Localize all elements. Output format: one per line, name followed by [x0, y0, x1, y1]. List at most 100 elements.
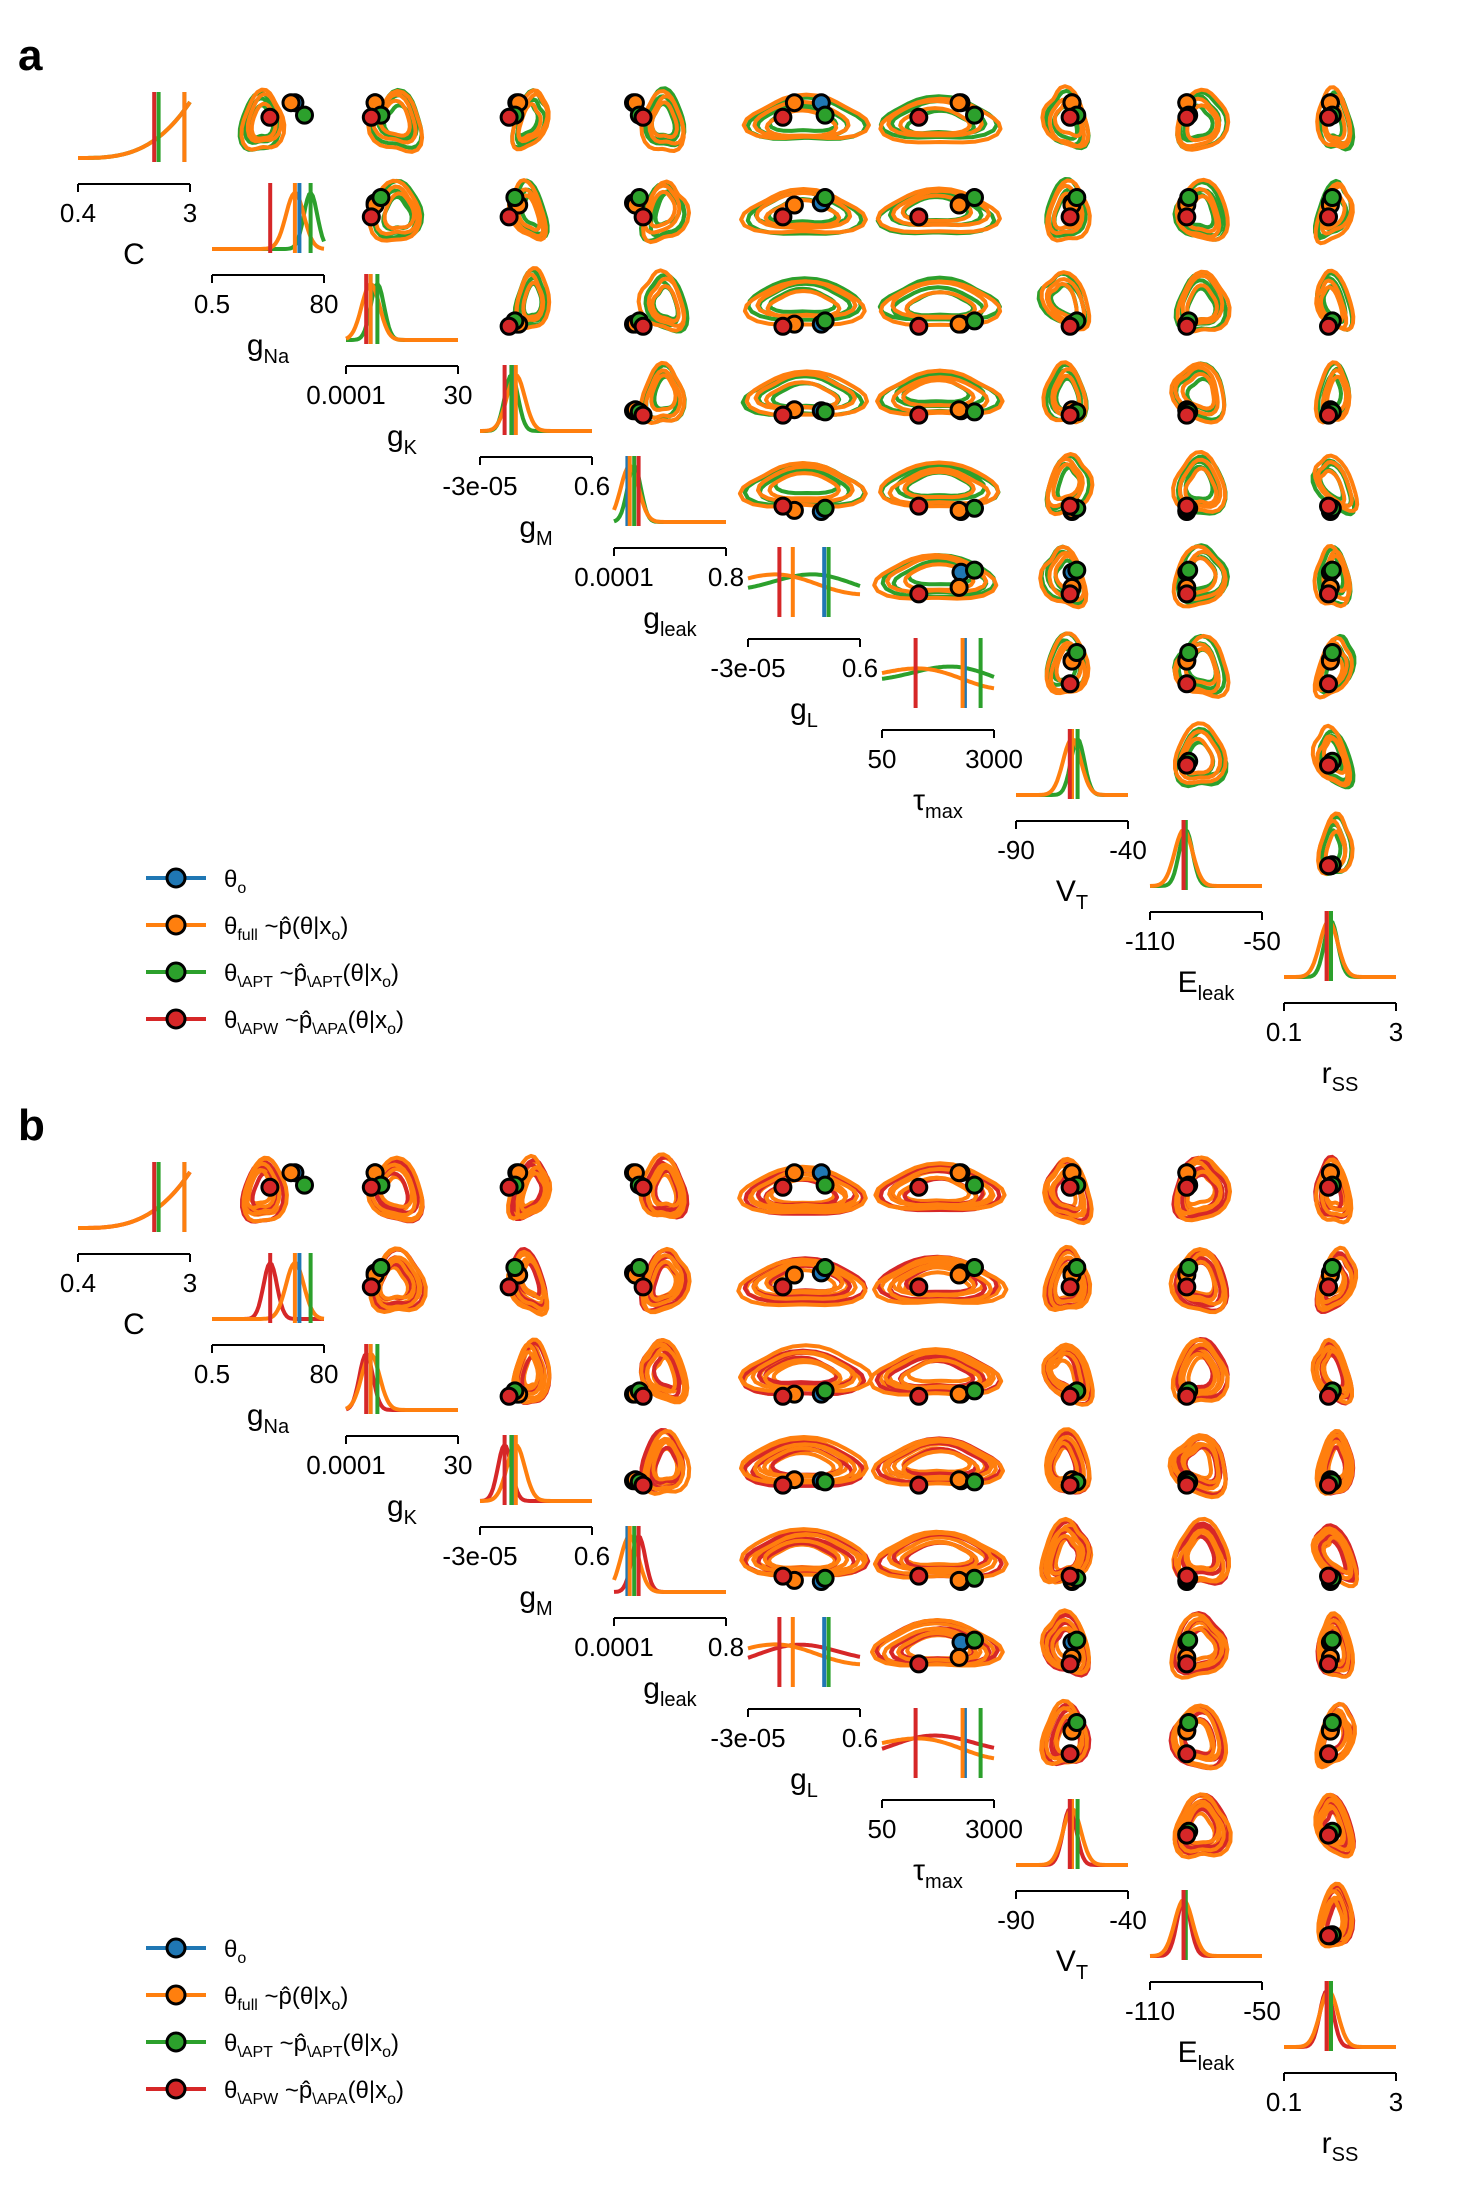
- contour-full: [1315, 268, 1356, 332]
- panel-letter-b: b: [18, 1101, 45, 1150]
- tick-label-min-4: 0.0001: [574, 1632, 654, 1662]
- point-apw: [1319, 1926, 1338, 1946]
- point-apw: [633, 107, 653, 127]
- pair-cell-6-8: [1168, 1703, 1229, 1771]
- point-apt: [1179, 188, 1199, 207]
- pair-cell-0-2: [361, 87, 425, 154]
- param-label-1: gNa: [247, 1399, 290, 1438]
- point-apw: [1177, 107, 1197, 127]
- contour-full: [245, 92, 284, 144]
- point-apw: [909, 405, 929, 425]
- marginal-curve-full: [480, 372, 592, 433]
- contour-full: [762, 1538, 842, 1571]
- point-full: [949, 1470, 969, 1490]
- legend-marker-apw: [165, 2078, 187, 2100]
- pair-cell-2-6: [868, 1347, 1004, 1406]
- point-full: [949, 1265, 969, 1285]
- point-apt: [815, 498, 835, 518]
- pair-cell-6-9: [1314, 1701, 1357, 1770]
- tick-label-min-4: 0.0001: [574, 562, 654, 592]
- marginal-curve-apw: [345, 1351, 458, 1412]
- point-apw: [499, 207, 519, 227]
- pair-cell-2-9: [1310, 1337, 1354, 1406]
- pair-cell-2-3: [499, 1337, 552, 1406]
- panel-a: a 0.4 3 C 0.5 80 gNa 0.0001 30 gK -3e-05 0.6 gM 0.000…: [18, 31, 1403, 1096]
- point-apw: [1319, 1654, 1338, 1674]
- pair-cell-5-6: [872, 553, 999, 604]
- point-apw: [1319, 207, 1338, 227]
- point-apt: [815, 105, 835, 125]
- point-apt: [965, 498, 984, 518]
- point-apw: [773, 1475, 793, 1495]
- point-apw: [1060, 1566, 1080, 1586]
- point-full: [949, 93, 969, 113]
- pair-cell-6-9: [1312, 633, 1357, 700]
- pair-cell-7-8: [1173, 721, 1229, 789]
- contour-full: [1173, 721, 1228, 785]
- pair-cell-2-7: [1041, 1342, 1095, 1407]
- contour-full: [1044, 1617, 1086, 1672]
- marginal-curve-full: [881, 1736, 995, 1761]
- point-apw: [1319, 1825, 1338, 1845]
- point-apw: [633, 1475, 653, 1495]
- marginal-curve-full: [747, 572, 861, 597]
- point-apw: [1319, 316, 1338, 336]
- contour-full: [899, 1540, 979, 1572]
- tick-label-min-1: 0.5: [194, 1359, 230, 1389]
- pair-cell-1-6: [872, 1254, 1009, 1305]
- point-apw: [909, 1386, 929, 1406]
- point-apw: [909, 584, 929, 604]
- pair-cell-1-6: [875, 186, 1002, 236]
- param-label-0: C: [123, 1308, 145, 1341]
- marginal-curve-full: [78, 1170, 192, 1230]
- pair-cell-6-7: [1039, 1698, 1092, 1767]
- pair-cell-4-6: [872, 1529, 1009, 1591]
- point-apw: [1319, 405, 1338, 425]
- point-apw: [1060, 1177, 1080, 1197]
- point-apw: [1177, 1566, 1197, 1586]
- contour-full: [1317, 468, 1347, 506]
- point-apw: [1319, 584, 1338, 604]
- contour-full: [1175, 186, 1222, 239]
- point-apw: [909, 1566, 929, 1586]
- pair-cell-5-7: [1038, 544, 1089, 610]
- point-apt: [1322, 1713, 1342, 1732]
- pair-cell-7-8: [1172, 1792, 1233, 1860]
- pair-cell-2-3: [499, 266, 552, 336]
- point-apt: [629, 1258, 649, 1277]
- contour-full: [1180, 273, 1225, 326]
- pair-cell-4-5: [739, 1527, 871, 1591]
- point-apt: [505, 1258, 525, 1277]
- point-apw: [1319, 496, 1338, 516]
- point-apw: [773, 207, 793, 227]
- pair-cell-8-9: [1316, 811, 1355, 877]
- pair-cell-2-4: [624, 1338, 690, 1406]
- param-label-3: gM: [519, 511, 552, 550]
- point-apw: [773, 107, 793, 127]
- point-apw: [633, 207, 653, 227]
- point-apt: [815, 188, 835, 207]
- tick-label-min-7: -90: [997, 1905, 1035, 1935]
- point-apw: [499, 1386, 519, 1406]
- point-full: [949, 577, 969, 597]
- point-apw: [633, 1177, 653, 1197]
- legend-marker-apt: [165, 961, 187, 983]
- point-apw: [260, 107, 280, 127]
- point-apt: [1179, 1713, 1199, 1732]
- contour-full: [647, 189, 677, 229]
- pair-cell-3-4: [624, 360, 687, 425]
- point-apw: [361, 107, 381, 127]
- tick-label-max-6: 3000: [965, 744, 1023, 774]
- contour-full: [1314, 1344, 1351, 1399]
- point-apw: [633, 316, 653, 336]
- tick-label-min-1: 0.5: [194, 289, 230, 319]
- marginal-curve-full: [78, 100, 192, 160]
- legend-marker-full: [165, 914, 187, 936]
- tick-label-max-7: -40: [1109, 1905, 1147, 1935]
- point-apw: [909, 1277, 929, 1297]
- contour-full: [1183, 466, 1219, 506]
- point-apw: [361, 1177, 381, 1197]
- point-apt: [371, 188, 391, 207]
- pair-cell-5-8: [1169, 1611, 1230, 1680]
- tick-label-min-3: -3e-05: [442, 1541, 517, 1571]
